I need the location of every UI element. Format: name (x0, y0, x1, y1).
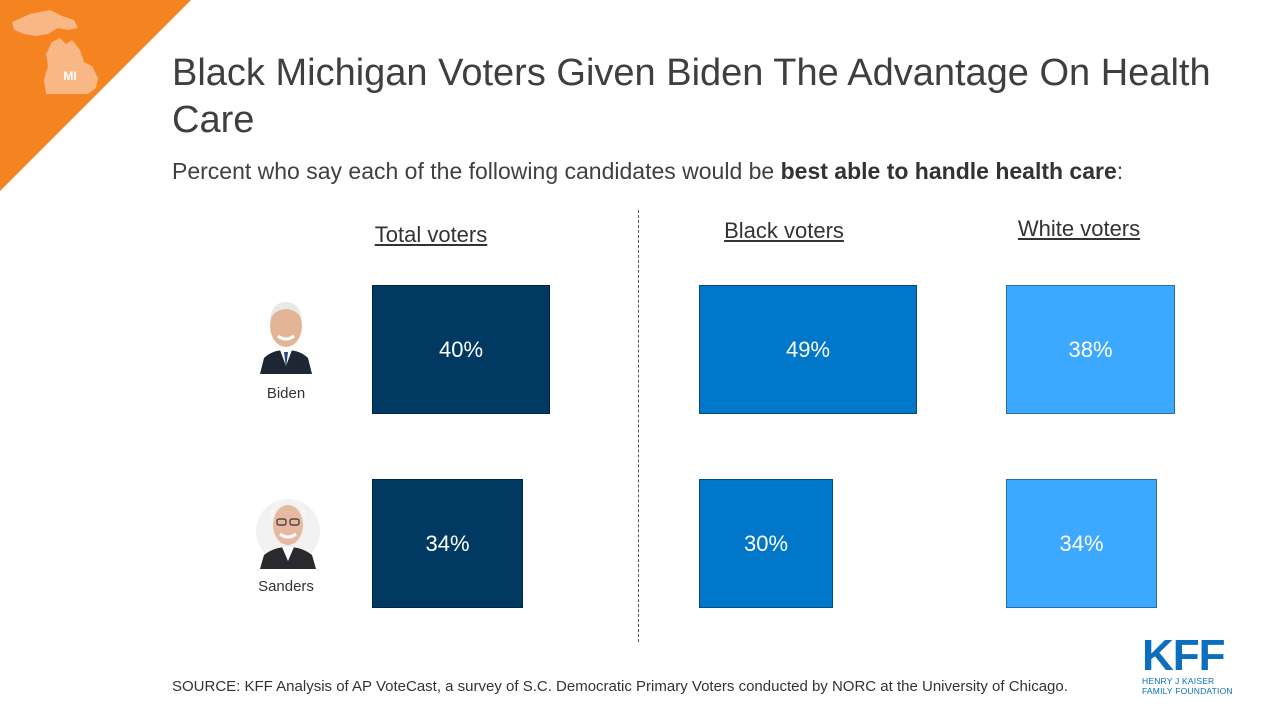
subtitle-suffix: : (1116, 158, 1124, 184)
michigan-corner-badge: MI (0, 0, 191, 191)
bar-value-label: 34% (425, 530, 470, 556)
bar-value-label: 49% (785, 336, 831, 362)
biden-portrait-icon (260, 302, 312, 374)
sanders-portrait-icon (256, 499, 320, 569)
group-divider (638, 210, 639, 642)
bar-value-label: 34% (1059, 530, 1104, 556)
page-title: Black Michigan Voters Given Biden The Ad… (172, 52, 1211, 141)
source-note: SOURCE: KFF Analysis of AP VoteCast, a s… (172, 678, 1068, 695)
bar-total-voters-biden: 40% (372, 285, 550, 414)
group-label-black: Black voters (724, 218, 844, 243)
kff-logo: KFF HENRY J KAISER FAMILY FOUNDATION (1142, 631, 1242, 697)
bar-value-label: 38% (1068, 336, 1113, 362)
badge-state-label: MI (63, 69, 76, 83)
bar-white-voters-sanders: 34% (1006, 479, 1157, 608)
bar-white-voters-biden: 38% (1006, 285, 1175, 414)
group-label-total: Total voters (374, 222, 488, 247)
bar-value-label: 30% (743, 530, 789, 556)
bar-value-label: 40% (438, 336, 484, 362)
candidate-name-sanders: Sanders (258, 578, 314, 595)
subtitle-prefix: Percent who say each of the following ca… (172, 158, 781, 184)
bar-black-voters-biden: 49% (699, 285, 917, 414)
bar-black-voters-sanders: 30% (699, 479, 833, 608)
logo-line-1: HENRY J KAISER (1142, 676, 1215, 686)
michigan-map-icon (12, 10, 98, 94)
logo-main: KFF (1142, 631, 1226, 680)
group-label-white: White voters (1017, 216, 1141, 241)
logo-line-2: FAMILY FOUNDATION (1142, 686, 1233, 696)
bar-total-voters-sanders: 34% (372, 479, 523, 608)
subtitle-bold: best able to handle health care (780, 158, 1117, 184)
chart-subtitle: Percent who say each of the following ca… (172, 158, 1123, 185)
candidate-name-biden: Biden (266, 385, 306, 402)
